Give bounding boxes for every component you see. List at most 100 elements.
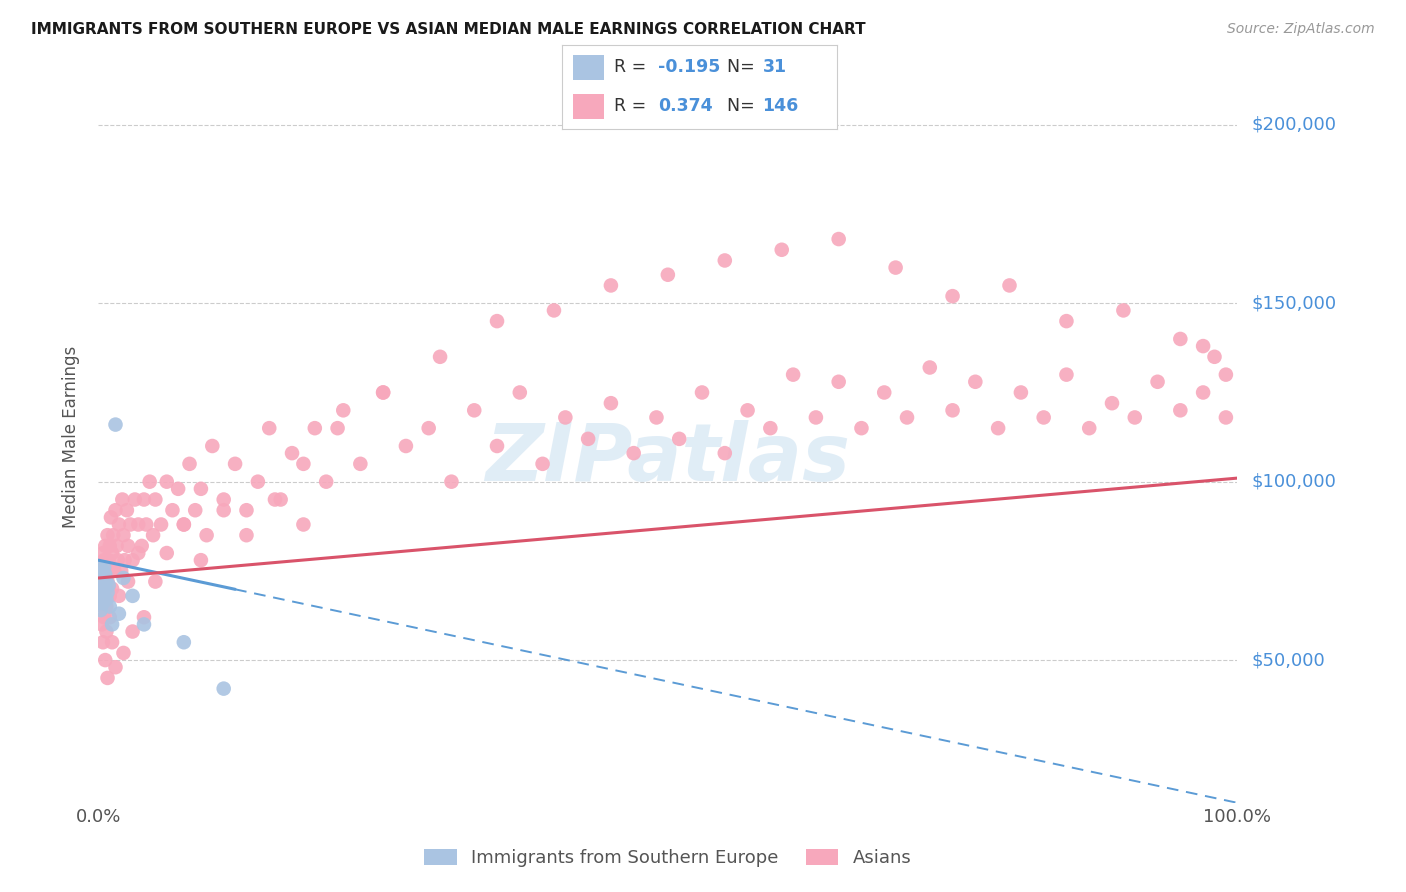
Point xyxy=(98,610,121,624)
Point xyxy=(114,553,136,567)
Point xyxy=(96,528,118,542)
Point xyxy=(1010,385,1032,400)
Point xyxy=(224,457,246,471)
Point xyxy=(91,635,114,649)
Text: 31: 31 xyxy=(762,59,787,77)
Point xyxy=(121,553,143,567)
Point xyxy=(96,574,118,589)
Point xyxy=(117,539,139,553)
Point xyxy=(212,503,235,517)
Point xyxy=(90,589,112,603)
Point xyxy=(93,553,115,567)
Point xyxy=(98,599,121,614)
Point xyxy=(124,492,146,507)
Point xyxy=(942,403,965,417)
Point xyxy=(103,564,125,578)
Point xyxy=(212,681,235,696)
Point xyxy=(884,260,907,275)
Point xyxy=(110,564,132,578)
Point xyxy=(156,475,179,489)
Point xyxy=(90,567,112,582)
Point xyxy=(828,375,851,389)
Point xyxy=(623,446,645,460)
Point xyxy=(105,539,128,553)
Point xyxy=(117,574,139,589)
Point xyxy=(94,589,117,603)
Point xyxy=(162,503,184,517)
Point xyxy=(108,607,131,621)
Text: 0.374: 0.374 xyxy=(658,97,713,115)
Point xyxy=(90,567,112,582)
Point xyxy=(135,517,157,532)
Point xyxy=(918,360,941,375)
Text: $50,000: $50,000 xyxy=(1251,651,1324,669)
Point xyxy=(965,375,987,389)
Point xyxy=(97,578,120,592)
Point xyxy=(127,546,149,560)
Point xyxy=(94,567,117,582)
Point xyxy=(97,553,120,567)
Point xyxy=(371,385,394,400)
Point xyxy=(121,624,143,639)
Point xyxy=(668,432,690,446)
Point xyxy=(804,410,827,425)
Point xyxy=(509,385,531,400)
Point xyxy=(132,617,155,632)
Point xyxy=(1170,403,1192,417)
Text: Source: ZipAtlas.com: Source: ZipAtlas.com xyxy=(1227,22,1375,37)
Point xyxy=(1215,410,1237,425)
Point xyxy=(115,503,138,517)
Point xyxy=(138,475,160,489)
Point xyxy=(759,421,782,435)
Point xyxy=(1192,385,1215,400)
Point xyxy=(89,560,111,574)
Point xyxy=(1204,350,1226,364)
Point xyxy=(101,546,124,560)
Point xyxy=(531,457,554,471)
Point xyxy=(1170,332,1192,346)
Point xyxy=(90,603,112,617)
Point xyxy=(94,582,117,596)
Point xyxy=(93,582,115,596)
Point xyxy=(418,421,440,435)
Point xyxy=(896,410,918,425)
Point xyxy=(96,592,118,607)
Point xyxy=(371,385,394,400)
Point xyxy=(100,564,122,578)
Point xyxy=(292,517,315,532)
Point xyxy=(942,289,965,303)
Point xyxy=(851,421,873,435)
Point xyxy=(93,589,115,603)
Point xyxy=(782,368,804,382)
Point xyxy=(173,517,195,532)
Point xyxy=(281,446,304,460)
Point xyxy=(91,596,114,610)
Point xyxy=(111,492,134,507)
Point xyxy=(93,560,115,574)
Point xyxy=(94,567,117,582)
Point xyxy=(690,385,713,400)
Point xyxy=(576,432,599,446)
Point xyxy=(259,421,281,435)
Point xyxy=(104,417,127,432)
Text: IMMIGRANTS FROM SOUTHERN EUROPE VS ASIAN MEDIAN MALE EARNINGS CORRELATION CHART: IMMIGRANTS FROM SOUTHERN EUROPE VS ASIAN… xyxy=(31,22,866,37)
Point xyxy=(112,528,135,542)
Point xyxy=(1032,410,1054,425)
Point xyxy=(201,439,224,453)
Point xyxy=(132,492,155,507)
Point xyxy=(873,385,896,400)
Point xyxy=(90,617,112,632)
Text: N=: N= xyxy=(727,97,761,115)
Point xyxy=(173,517,195,532)
Point xyxy=(90,589,112,603)
Point xyxy=(98,589,121,603)
Point xyxy=(1054,368,1078,382)
Point xyxy=(600,396,623,410)
Point xyxy=(108,589,131,603)
Point xyxy=(1146,375,1168,389)
Text: R =: R = xyxy=(614,97,658,115)
Point xyxy=(96,560,118,574)
Point xyxy=(395,439,418,453)
Point xyxy=(90,574,112,589)
Point xyxy=(1112,303,1135,318)
